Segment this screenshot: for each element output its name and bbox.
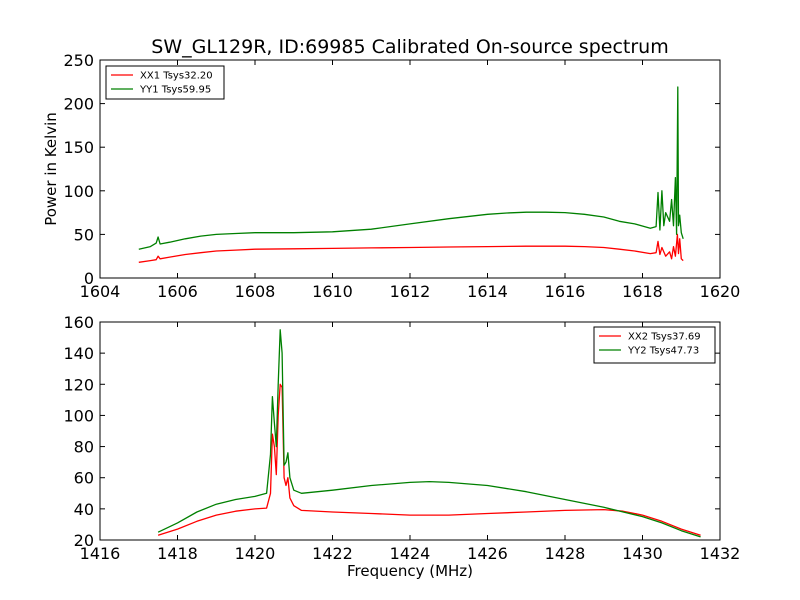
series-line-1	[138, 233, 684, 263]
x-tick-label: 1418	[157, 544, 198, 563]
figure-title: SW_GL129R, ID:69985 Calibrated On-source…	[151, 36, 668, 58]
legend-label: YY2 Tsys47.73	[627, 346, 699, 357]
x-tick-label: 1610	[312, 282, 353, 301]
x-tick-label: 1426	[467, 544, 508, 563]
y-tick-label: 120	[63, 375, 94, 394]
series-line-2	[138, 86, 684, 250]
x-tick-label: 1606	[157, 282, 198, 301]
x-tick-label: 1428	[545, 544, 586, 563]
y-tick-label: 40	[74, 500, 94, 519]
y-tick-label: 140	[63, 344, 94, 363]
x-tick-label: 1422	[312, 544, 353, 563]
x-tick-label: 1430	[622, 544, 663, 563]
y-tick-label: 80	[74, 438, 94, 457]
series-line-2	[157, 329, 701, 538]
legend-box	[105, 65, 225, 100]
y-tick-label: 250	[63, 51, 94, 70]
legend-label: XX1 Tsys32.20	[140, 71, 213, 82]
y-tick-label: 20	[74, 531, 94, 550]
x-tick-label: 1416	[80, 544, 121, 563]
y-tick-label: 100	[63, 182, 94, 201]
series-line-1	[157, 383, 701, 536]
y-axis-label: Power in Kelvin	[42, 112, 60, 226]
x-tick-label: 1420	[235, 544, 276, 563]
y-tick-label: 100	[63, 406, 94, 425]
y-tick-label: 50	[74, 225, 94, 244]
y-tick-label: 200	[63, 95, 94, 114]
legend-label: YY1 Tsys59.95	[139, 85, 211, 96]
top-panel: 1604 1606 1608 1610 1612 1614 1616 1618 1620 0 50 1…	[42, 51, 740, 301]
x-tick-label: 1424	[390, 544, 431, 563]
bottom-panel: 1416 1418 1420 1422 1424 1426 1428 1430 1432 20 40…	[63, 313, 740, 580]
y-tick-label: 150	[63, 138, 94, 157]
legend-label: XX2 Tsys37.69	[628, 332, 701, 343]
x-axis-label: Frequency (MHz)	[347, 562, 473, 580]
legend-box	[593, 326, 716, 364]
y-tick-label: 0	[84, 269, 94, 288]
x-tick-label: 1604	[80, 282, 121, 301]
x-tick-label: 1620	[700, 282, 741, 301]
x-tick-label: 1432	[700, 544, 741, 563]
x-tick-label: 1614	[467, 282, 508, 301]
x-tick-label: 1618	[622, 282, 663, 301]
y-tick-label: 60	[74, 469, 94, 488]
y-tick-label: 160	[63, 313, 94, 332]
x-tick-label: 1616	[545, 282, 586, 301]
x-tick-label: 1608	[235, 282, 276, 301]
x-tick-label: 1612	[390, 282, 431, 301]
